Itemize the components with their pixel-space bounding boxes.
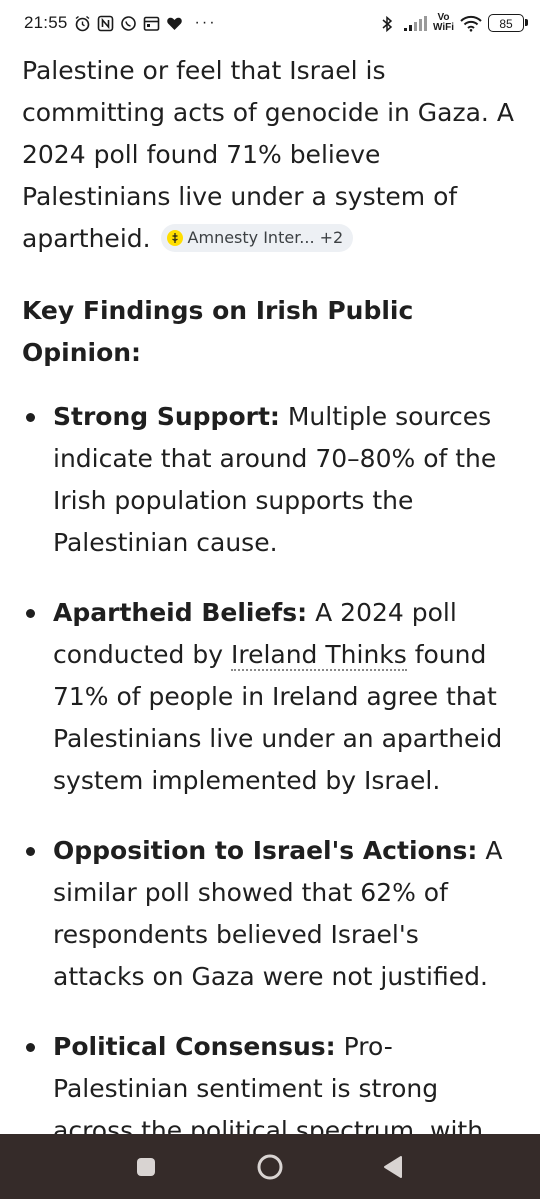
list-item: Opposition to Israel's Actions: A simila… — [22, 830, 518, 998]
intro-paragraph: Palestine or feel that Israel is committ… — [22, 50, 518, 260]
bullet-icon — [26, 413, 35, 422]
vowifi-indicator: Vo WiFi — [433, 13, 454, 33]
status-bar: 21:55 ··· Vo WiFi 85 — [0, 0, 540, 50]
recent-apps-button[interactable] — [131, 1152, 161, 1182]
bullet-icon — [26, 609, 35, 618]
list-item: Strong Support: Multiple sources indicat… — [22, 396, 518, 564]
source-chip[interactable]: Amnesty Inter... +2 — [160, 224, 354, 252]
finding-title: Apartheid Beliefs: — [53, 598, 308, 627]
navigation-bar — [0, 1134, 540, 1199]
more-notifications-indicator: ··· — [194, 14, 217, 31]
amnesty-logo-icon — [166, 230, 183, 246]
vowifi-bottom: WiFi — [432, 22, 454, 33]
section-heading: Key Findings on Irish Public Opinion: — [22, 296, 414, 367]
calendar-icon — [143, 15, 160, 32]
finding-text: found 71% of people in Ireland agree tha… — [53, 640, 503, 795]
bullet-icon — [26, 847, 35, 856]
wifi-icon — [460, 15, 482, 32]
bluetooth-icon — [380, 15, 397, 32]
back-button[interactable] — [378, 1152, 408, 1182]
finding-title: Political Consensus: — [53, 1032, 336, 1061]
ireland-thinks-link[interactable]: Ireland Thinks — [230, 640, 407, 671]
finding-title: Opposition to Israel's Actions: — [53, 836, 478, 865]
findings-list: Strong Support: Multiple sources indicat… — [22, 396, 518, 1152]
whatsapp-icon — [120, 15, 137, 32]
source-chip-label: Amnesty Inter... +2 — [187, 228, 344, 247]
home-button[interactable] — [255, 1152, 285, 1182]
battery-icon: 85 — [488, 14, 528, 32]
finding-text: A similar poll showed that 62% of respon… — [53, 836, 503, 991]
alarm-icon — [74, 15, 91, 32]
signal-icon — [403, 15, 427, 32]
vowifi-top: Vo — [437, 12, 450, 23]
intro-text: Palestine or feel that Israel is committ… — [22, 56, 514, 253]
bullet-icon — [26, 1043, 35, 1052]
nfc-icon — [97, 15, 114, 32]
status-right: Vo WiFi 85 — [380, 13, 528, 33]
status-left: 21:55 ··· — [24, 13, 217, 33]
circle-icon — [257, 1154, 283, 1180]
status-time: 21:55 — [24, 13, 68, 32]
back-triangle-icon — [384, 1156, 402, 1178]
square-icon — [137, 1158, 155, 1176]
finding-text: A 2024 poll conducted by — [53, 598, 457, 669]
list-item: Apartheid Beliefs: A 2024 poll conducted… — [22, 592, 518, 802]
response-content: Palestine or feel that Israel is committ… — [22, 50, 518, 1180]
finding-text: Multiple sources indicate that around 70… — [53, 402, 497, 557]
finding-title: Strong Support: — [53, 402, 280, 431]
heart-icon — [166, 15, 183, 32]
